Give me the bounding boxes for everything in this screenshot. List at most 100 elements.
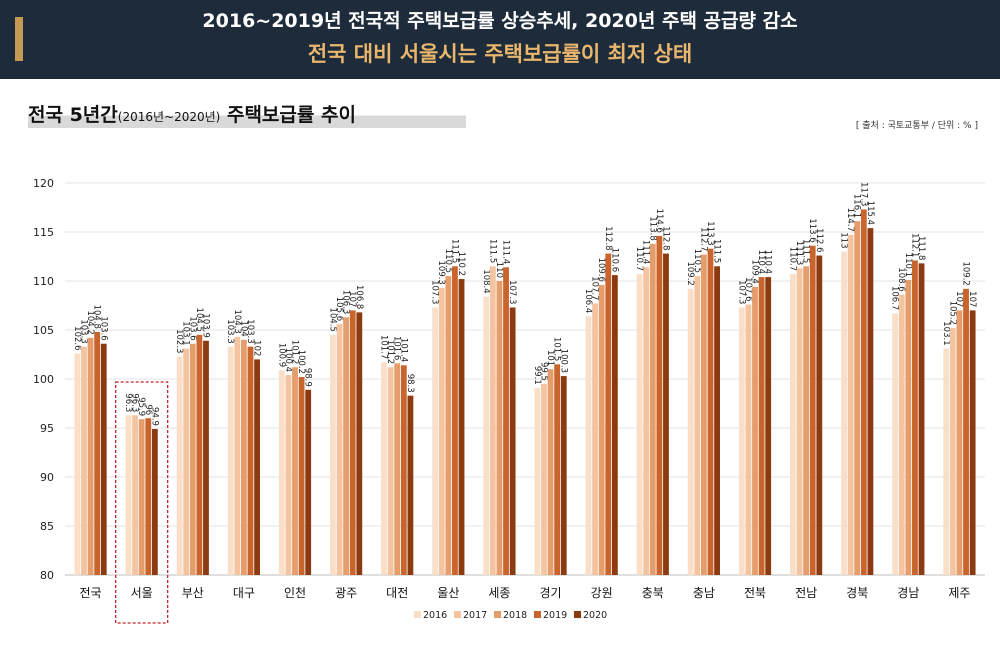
- bar: [912, 260, 918, 575]
- housing-supply-chart: 80859095100105110115120102.6103.3104.210…: [33, 177, 985, 624]
- data-label: 104: [238, 321, 248, 337]
- legend-label: 2016: [423, 610, 447, 621]
- bar: [700, 254, 707, 575]
- data-label: 112.7: [698, 227, 708, 251]
- category-label: 전북: [744, 586, 766, 600]
- bar: [649, 243, 656, 575]
- data-label: 115.4: [865, 201, 875, 225]
- data-label: 105.6: [334, 297, 344, 321]
- bar: [745, 304, 752, 575]
- data-label: 111.4: [501, 240, 511, 264]
- bar: [598, 284, 605, 575]
- data-label: 113.3: [705, 221, 715, 245]
- data-label: 103.1: [941, 321, 951, 345]
- data-label: 100.9: [276, 343, 286, 367]
- data-label: 110.7: [787, 247, 797, 271]
- category-label: 제주: [948, 586, 970, 600]
- y-tick-label: 105: [33, 324, 54, 337]
- category-label: 강원: [591, 586, 613, 600]
- data-label: 116.1: [852, 194, 862, 218]
- bar: [956, 310, 963, 575]
- header-banner: 2016~2019년 전국적 주택보급률 상승추세, 2020년 주택 공급량 …: [0, 0, 1000, 79]
- category-label: 충남: [693, 586, 715, 600]
- bar: [381, 362, 387, 575]
- bar: [343, 317, 350, 575]
- bar: [432, 307, 439, 575]
- data-label: 101.2: [290, 340, 300, 364]
- category-label: 서울: [131, 586, 153, 600]
- data-label: 101.4: [398, 338, 408, 362]
- category-label: 대구: [233, 586, 255, 600]
- bar: [687, 288, 694, 575]
- bar: [663, 253, 669, 575]
- data-label: 108.4: [481, 269, 491, 293]
- bar: [336, 324, 343, 575]
- data-label: 104.5: [194, 308, 204, 332]
- bar: [247, 346, 254, 575]
- data-label: 111.4: [641, 240, 651, 264]
- bar: [738, 307, 745, 575]
- data-label: 109.2: [961, 261, 971, 285]
- source-note: [ 출처 : 국토교통부 / 단위 : % ]: [855, 121, 978, 131]
- data-label: 107: [954, 291, 964, 307]
- data-label: 110.7: [634, 247, 644, 271]
- data-label: 100.4: [283, 348, 293, 372]
- bar: [554, 364, 561, 575]
- bar: [854, 221, 861, 575]
- data-label: 103.3: [225, 319, 235, 343]
- category-label: 경남: [897, 586, 919, 600]
- data-label: 106.4: [583, 289, 593, 313]
- data-label: 110.5: [443, 249, 453, 273]
- bar: [636, 274, 643, 575]
- bar: [285, 375, 292, 575]
- bar: [503, 267, 509, 575]
- header-title-line1: 2016~2019년 전국적 주택보급률 상승추세, 2020년 주택 공급량 …: [202, 10, 798, 32]
- data-label: 101.2: [385, 340, 395, 364]
- data-label: 104.5: [327, 308, 337, 332]
- data-label: 96.3: [130, 393, 140, 412]
- bar: [892, 313, 899, 575]
- bar: [234, 336, 241, 575]
- bar: [151, 428, 158, 575]
- category-label: 부산: [182, 586, 204, 600]
- data-label: 96: [143, 404, 153, 415]
- data-label: 113.6: [807, 218, 817, 242]
- data-label: 111.5: [449, 239, 459, 263]
- bar: [611, 275, 618, 575]
- bar: [969, 310, 976, 575]
- data-label: 105.2: [947, 301, 957, 325]
- bar: [898, 294, 905, 575]
- bar: [278, 370, 285, 575]
- section-title-main: 전국 5년간: [28, 104, 118, 126]
- bar: [489, 266, 496, 575]
- data-label: 110.4: [756, 250, 766, 274]
- bar: [592, 303, 598, 575]
- bar: [94, 331, 101, 575]
- bar: [203, 340, 209, 575]
- legend-swatch: [414, 611, 421, 618]
- bar: [860, 209, 867, 575]
- category-label: 울산: [437, 586, 459, 600]
- bar: [694, 276, 701, 575]
- bar: [707, 248, 714, 575]
- data-label: 114.7: [845, 208, 855, 232]
- legend-label: 2017: [463, 610, 487, 621]
- highlight-box: [115, 381, 169, 624]
- legend-label: 2018: [503, 610, 527, 621]
- data-label: 100.3: [558, 349, 568, 373]
- bar: [100, 343, 107, 575]
- data-label: 109.3: [436, 261, 446, 285]
- data-label: 103.1: [181, 321, 191, 345]
- data-label: 111.5: [487, 239, 497, 263]
- data-label: 94.9: [149, 407, 159, 426]
- data-label: 112.1: [909, 233, 919, 257]
- data-label: 99.5: [538, 362, 548, 381]
- data-label: 107.3: [507, 280, 517, 304]
- category-label: 전국: [80, 586, 102, 600]
- bar: [196, 334, 203, 575]
- bar: [809, 245, 816, 575]
- bar: [305, 389, 312, 575]
- bar: [176, 356, 183, 575]
- y-tick-label: 80: [40, 569, 54, 582]
- bar: [183, 348, 190, 575]
